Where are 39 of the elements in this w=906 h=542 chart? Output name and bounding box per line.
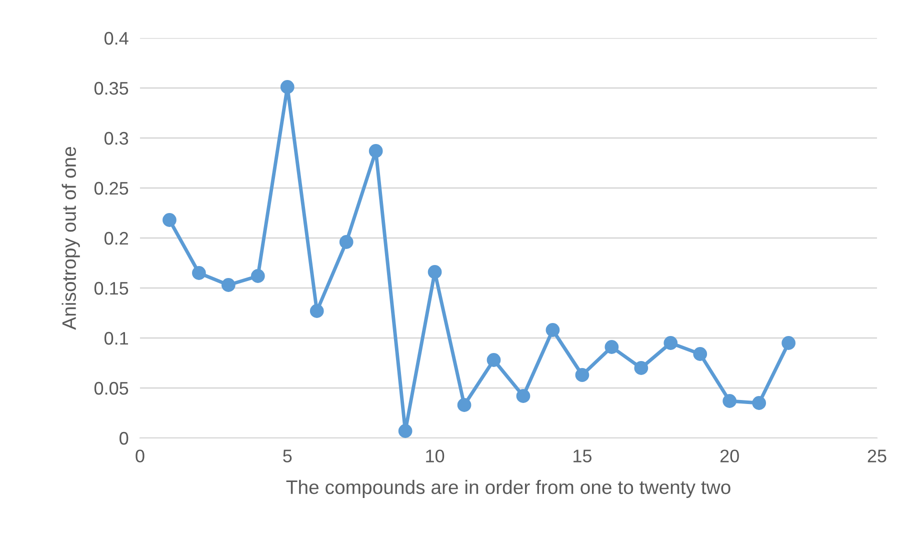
point [546,323,560,337]
x-tick-label: 5 [283,450,292,462]
y-tick-label: 0.4 [104,32,128,45]
y-axis-title: Anisotropy out of one [62,146,80,330]
point [486,353,501,367]
point [782,336,796,350]
point [221,278,236,292]
x-tick-label: 25 [868,450,886,462]
point [752,396,766,410]
point [162,213,176,227]
point [192,266,206,280]
point [339,235,354,249]
point [664,336,678,350]
point [575,368,590,382]
point [428,265,442,279]
y-tick-label: 0 [120,432,128,445]
point [634,361,648,375]
point [250,269,265,283]
point [604,340,619,354]
point [310,304,324,318]
point [398,424,412,438]
y-tick-label: 0.25 [94,182,128,195]
y-tick-label: 0.15 [94,282,128,295]
y-tick-label: 0.1 [104,332,128,345]
point [516,389,530,403]
x-tick-label: 20 [720,450,739,462]
point [368,144,383,158]
y-tick-label: 0.3 [104,132,128,145]
x-tick-label: 0 [136,450,144,462]
point [722,394,737,408]
x-axis-title: The compounds are in order from one to twenty two [286,480,730,498]
x-tick-label: 15 [574,450,592,462]
point [693,347,708,361]
y-tick-label: 0.35 [94,82,128,95]
point [280,80,294,94]
y-tick-label: 0.05 [94,382,128,395]
point [457,398,472,412]
x-tick-label: 10 [426,450,444,462]
y-tick-label: 0.2 [104,232,128,245]
